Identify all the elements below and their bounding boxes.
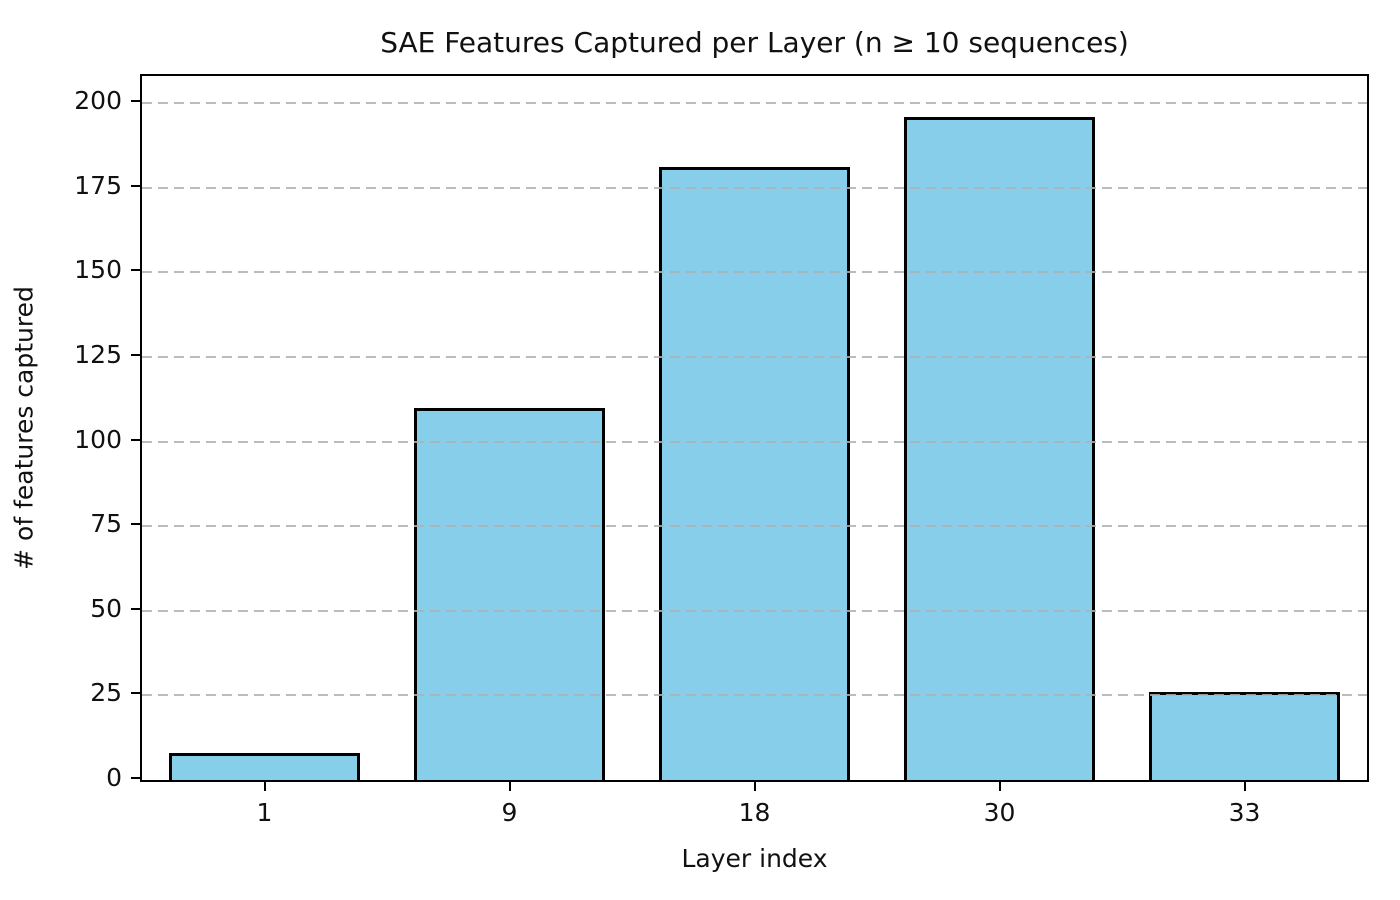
y-tick-mark-150 [131, 269, 140, 272]
x-axis: Layer index 1 9 18 30 33 [140, 782, 1369, 900]
x-tick-mark-9 [508, 782, 511, 791]
x-tick-mark-30 [998, 782, 1001, 791]
x-tick-mark-33 [1243, 782, 1246, 791]
x-tick-label-30: 30 [983, 798, 1016, 827]
x-tick-label-9: 9 [501, 798, 518, 827]
y-tick-mark-100 [131, 438, 140, 441]
x-axis-label: Layer index [681, 844, 828, 873]
x-tick-label-33: 33 [1228, 798, 1261, 827]
bar-layer-18 [658, 167, 851, 780]
y-tick-label-150: 150 [74, 255, 122, 285]
y-tick-mark-125 [131, 353, 140, 356]
x-tick-mark-1 [263, 782, 266, 791]
bar-slot-layer-33 [1122, 76, 1367, 780]
bar-slot-layer-18 [632, 76, 877, 780]
bar-slot-layer-1 [142, 76, 387, 780]
plot-area [140, 74, 1369, 782]
y-tick-label-200: 200 [74, 86, 122, 116]
y-tick-label-75: 75 [90, 509, 122, 539]
bar-slot-layer-30 [877, 76, 1122, 780]
bar-layer-33 [1148, 692, 1341, 780]
bar-layer-30 [903, 116, 1096, 780]
x-tick-mark-18 [753, 782, 756, 791]
y-tick-label-0: 0 [106, 763, 122, 792]
x-tick-label-1: 1 [256, 798, 273, 827]
x-tick-label-18: 18 [738, 798, 771, 827]
y-tick-label-100: 100 [74, 424, 122, 454]
y-tick-label-50: 50 [90, 593, 122, 623]
y-tick-label-25: 25 [90, 678, 122, 708]
y-tick-mark-175 [131, 184, 140, 187]
y-axis: 0 25 50 75 100 125 150 175 200 [0, 74, 140, 792]
y-tick-label-125: 125 [74, 339, 122, 369]
bars-layer [142, 76, 1367, 780]
y-tick-mark-50 [131, 607, 140, 610]
y-tick-mark-75 [131, 523, 140, 526]
chart-title: SAE Features Captured per Layer (n ≥ 10 … [380, 26, 1129, 59]
bar-layer-1 [168, 752, 361, 780]
y-tick-label-175: 175 [74, 170, 122, 200]
bar-layer-9 [413, 407, 606, 780]
y-tick-mark-0 [131, 777, 140, 779]
bar-slot-layer-9 [387, 76, 632, 780]
y-tick-mark-200 [131, 100, 140, 103]
y-tick-mark-25 [131, 692, 140, 695]
